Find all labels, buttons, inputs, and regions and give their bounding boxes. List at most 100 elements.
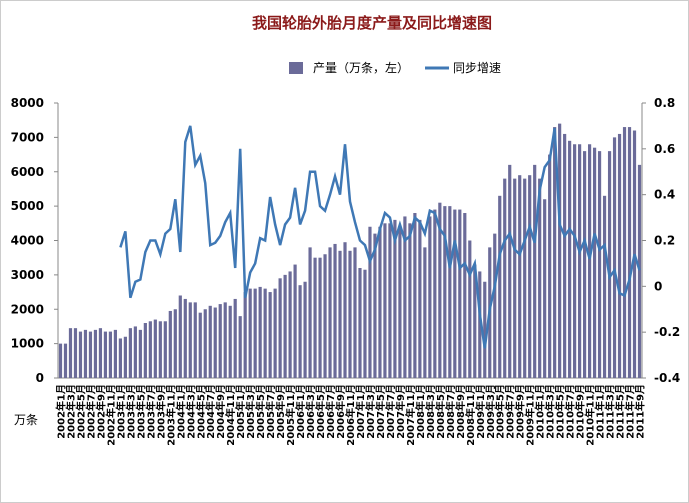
bar [403,216,407,378]
y2-tick-label: 0.2 [654,234,675,248]
bar [223,302,227,378]
bar [597,151,602,378]
bar [388,223,392,378]
bar [218,304,222,378]
bar [193,302,197,378]
bar [353,247,357,378]
x-tick-label: 2003年7月 [144,384,157,439]
bar [88,331,93,378]
bar [233,298,237,378]
bar [283,274,287,378]
chart-title: 我国轮胎外胎月度产量及同比增速图 [252,14,492,32]
y-tick-label: 1000 [11,337,44,351]
bar [78,331,83,378]
bar [468,240,472,378]
legend-label: 同步增速 [453,61,501,75]
bar [363,269,367,378]
y-tick-label: 5000 [11,199,44,213]
bar [528,175,532,378]
bar [458,209,462,378]
x-tick-label: 2004年3月 [184,384,197,439]
bar [303,281,307,378]
x-tick-label: 2005年7月 [264,384,277,439]
bar [323,254,327,378]
bar [543,199,547,378]
x-tick-label: 2010年5月 [554,384,567,439]
x-tick-label: 2010年11月 [584,384,597,446]
bar [448,206,452,378]
y-tick-label: 0 [36,371,44,385]
x-tick-label: 2003年1月 [114,384,127,439]
bar [178,295,182,378]
bar [158,321,162,378]
x-tick-label: 2003年11月 [164,384,177,446]
bar [578,144,582,378]
x-tick-label: 2008年1月 [414,384,427,439]
bar [263,288,267,378]
y-tick-label: 8000 [11,96,44,110]
bar [163,321,167,378]
bar [83,329,88,378]
bar [348,250,352,378]
bar [148,321,152,378]
bar [463,213,467,378]
y2-tick-label: 0.8 [654,96,675,110]
bar [188,302,192,378]
bar [607,151,612,378]
x-tick-label: 2005年11月 [284,384,297,446]
x-tick-label: 2009年7月 [504,384,517,439]
bar [143,323,147,378]
bar [68,328,73,378]
bar [378,226,382,378]
y2-tick-label: 0.6 [654,142,675,156]
x-tick-label: 2011年3月 [604,384,617,439]
bar [453,209,457,378]
x-tick-label: 2009年5月 [494,384,507,439]
bar [518,175,522,378]
x-tick-label: 2006年5月 [314,384,327,439]
bar [418,219,422,378]
bar [423,247,427,378]
x-tick-label: 2002年11月 [104,384,117,446]
x-tick-label: 2006年7月 [324,384,337,439]
x-tick-label: 2004年11月 [224,384,237,446]
bar [123,336,127,378]
x-tick-label: 2003年9月 [154,384,167,439]
y-tick-label: 7000 [11,130,44,144]
x-tick-label: 2009年1月 [474,384,487,439]
bar [563,133,567,378]
bar [413,213,417,378]
x-tick-label: 2008年5月 [434,384,447,439]
bar [293,264,297,378]
bar [343,242,347,378]
bar [428,216,432,378]
x-tick-label: 2007年7月 [384,384,397,439]
bar [183,298,187,378]
bar [612,137,617,378]
bar [358,268,362,378]
bar [228,305,232,378]
x-tick-label: 2002年5月 [74,384,87,439]
bar [258,286,262,378]
bar [113,329,117,378]
bar [568,140,572,378]
bar [213,307,217,378]
bar [298,285,302,378]
bar [168,310,172,378]
bar [313,257,317,378]
bar [558,123,562,378]
bar [533,164,537,378]
x-tick-label: 2006年9月 [334,384,347,439]
bar [98,328,103,378]
bar [253,288,257,378]
y-axis-label: 万条 [14,413,38,427]
bar [198,312,202,378]
x-tick-label: 2011年7月 [624,384,637,439]
x-tick-label: 2008年7月 [444,384,457,439]
bar [368,226,372,378]
y-tick-label: 2000 [11,302,44,316]
x-tick-label: 2002年3月 [64,384,77,439]
bar [333,243,337,378]
legend-label: 产量（万条，左） [313,60,409,75]
